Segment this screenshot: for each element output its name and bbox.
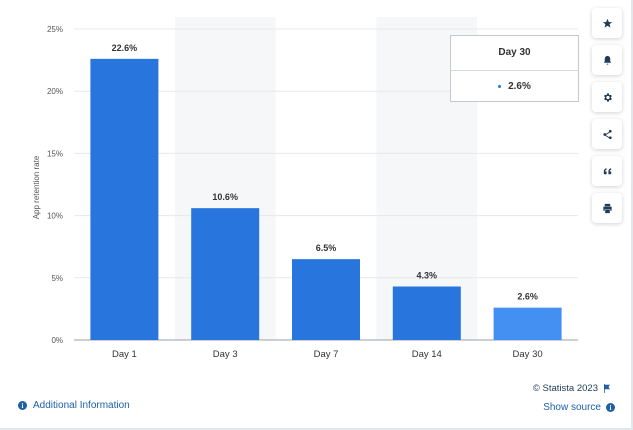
cite-button[interactable]: [592, 156, 622, 186]
y-tick-label: 20%: [47, 87, 63, 96]
y-tick-label: 5%: [51, 274, 63, 283]
tooltip-title: Day 30: [451, 36, 578, 71]
notification-button[interactable]: [592, 45, 622, 75]
right-border: [631, 0, 633, 430]
settings-button[interactable]: [592, 82, 622, 112]
tooltip-value-row: 2.6%: [451, 71, 578, 103]
show-source-link[interactable]: Show source i: [543, 402, 615, 413]
print-icon: [602, 203, 612, 213]
favorite-button[interactable]: [592, 8, 622, 38]
x-tick-label: Day 7: [314, 349, 339, 360]
bar: [90, 58, 159, 341]
bell-icon: [603, 55, 611, 65]
tooltip-series-dot: [498, 84, 502, 88]
x-tick-label: Day 30: [513, 349, 543, 360]
show-source-label: Show source: [543, 402, 601, 413]
copyright-label: © Statista 2023: [532, 383, 598, 394]
bar-chart: 0% 5% 10% 15% 20% 25% App retention rate 22.6% D…: [32, 25, 578, 360]
tooltip-value: 2.6%: [508, 81, 531, 92]
data-label: 10.6%: [212, 192, 238, 202]
data-label: 22.6%: [112, 43, 138, 53]
chart-toolbar: [592, 8, 622, 230]
additional-information-link[interactable]: i Additional Information: [18, 400, 130, 411]
y-tick-label: 0%: [51, 336, 63, 345]
info-icon: i: [18, 401, 27, 410]
statista-copyright[interactable]: © Statista 2023: [533, 383, 611, 394]
data-label: 6.5%: [316, 243, 337, 253]
y-axis-title: App retention rate: [32, 155, 41, 219]
x-tick-label: Day 1: [112, 349, 137, 360]
data-label: 4.3%: [417, 271, 438, 281]
print-button[interactable]: [592, 193, 622, 223]
bar: [392, 286, 461, 340]
y-tick-label: 15%: [47, 149, 63, 158]
data-label: 2.6%: [517, 292, 538, 302]
info-icon: i: [606, 403, 615, 412]
x-tick-label: Day 3: [213, 349, 238, 360]
share-icon: [602, 129, 612, 139]
additional-information-label: Additional Information: [33, 400, 130, 411]
chart-tooltip: Day 30 2.6%: [450, 35, 579, 102]
x-tick-label: Day 14: [412, 349, 442, 360]
y-tick-label: 10%: [47, 212, 63, 221]
bar: [191, 208, 260, 340]
quote-icon: [603, 167, 611, 174]
y-tick-label: 25%: [47, 25, 63, 34]
bar: [493, 307, 562, 340]
bar: [292, 259, 360, 340]
flag-icon: [604, 384, 610, 393]
star-icon: [602, 18, 612, 28]
share-button[interactable]: [592, 119, 622, 149]
gear-icon: [603, 92, 612, 102]
bottom-border: [0, 428, 633, 430]
